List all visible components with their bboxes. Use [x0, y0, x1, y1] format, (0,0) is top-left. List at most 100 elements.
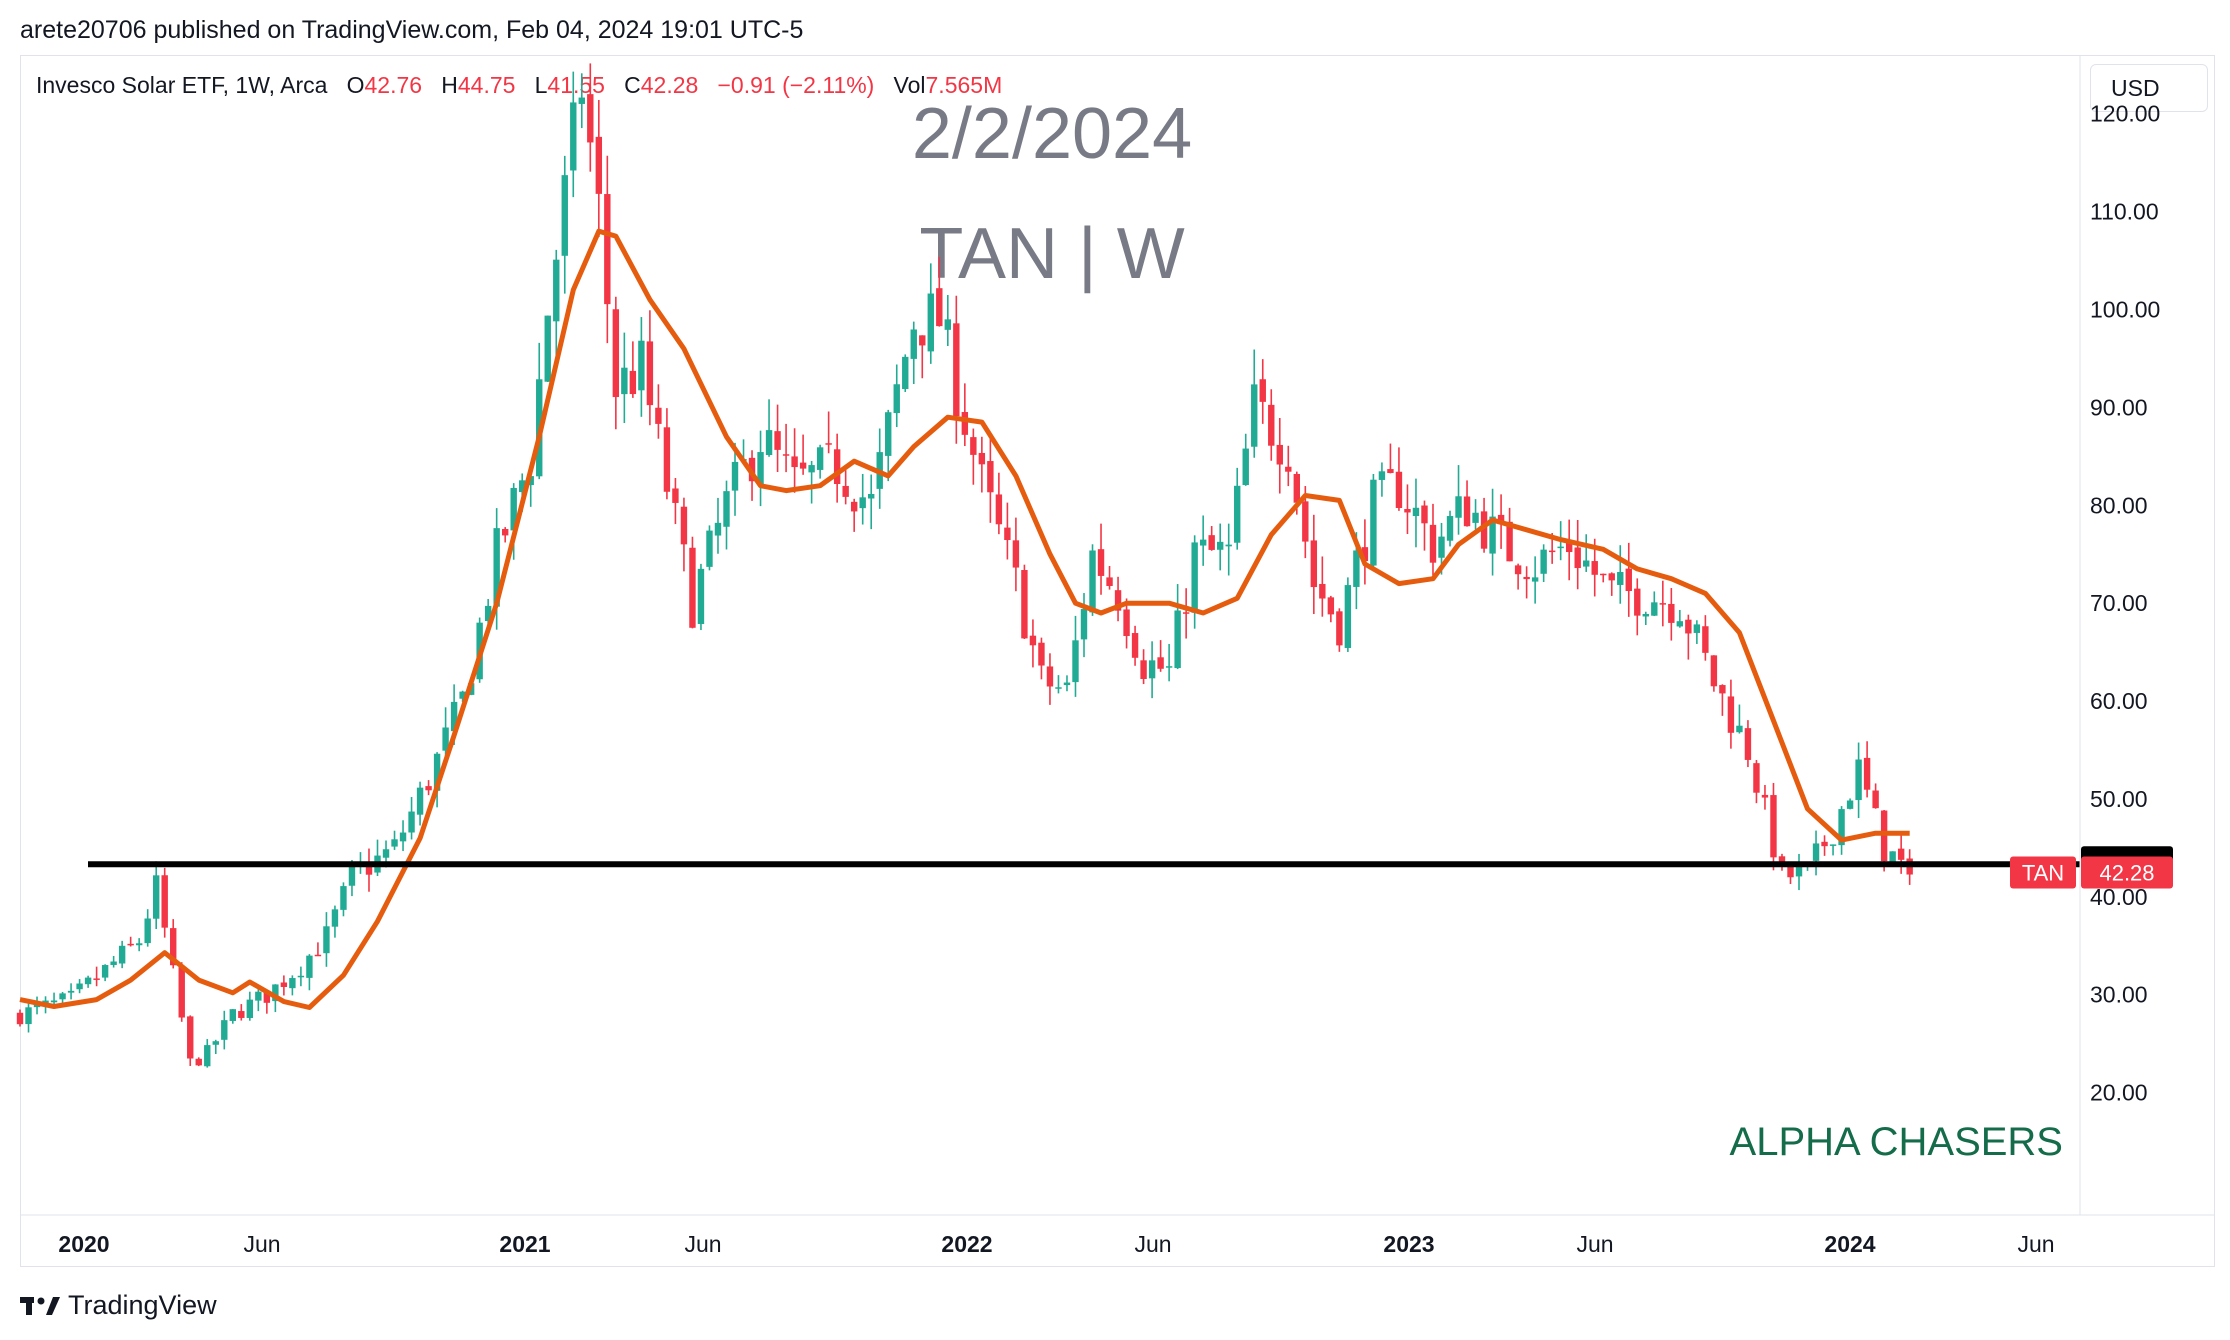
ticker-watermark: TAN | W	[919, 214, 1184, 294]
candle	[1123, 598, 1130, 649]
candle	[808, 460, 815, 504]
candle	[1829, 844, 1837, 856]
candle	[663, 408, 671, 500]
candle	[612, 296, 620, 430]
candle	[1719, 684, 1726, 716]
candle	[1004, 502, 1011, 560]
signature-text: ALPHA CHASERS	[1730, 1120, 2063, 1164]
candle	[782, 423, 790, 473]
candle	[655, 384, 662, 439]
candle	[1846, 798, 1854, 810]
candle	[1753, 759, 1760, 804]
candle	[144, 909, 151, 947]
candle	[1387, 443, 1394, 474]
candle	[842, 470, 849, 505]
candle	[1506, 507, 1513, 562]
candle	[1063, 675, 1071, 692]
candle	[1234, 467, 1241, 550]
candle	[1191, 535, 1198, 629]
candle	[1106, 565, 1113, 590]
tradingview-logo[interactable]: TradingView	[20, 1290, 217, 1321]
candle	[118, 940, 126, 969]
candle	[893, 364, 900, 428]
candle	[1855, 742, 1862, 819]
low-value: 41.55	[547, 72, 605, 98]
candle	[297, 966, 305, 987]
symbol-tag-label: TAN	[2022, 861, 2064, 886]
candle	[1131, 625, 1139, 666]
candle	[859, 473, 866, 525]
candle	[697, 563, 705, 631]
candle	[1404, 484, 1411, 535]
candle	[459, 690, 466, 702]
price-tick-label: 70.00	[2090, 590, 2148, 616]
candle	[987, 437, 994, 523]
candle	[1055, 675, 1062, 694]
candle	[1727, 679, 1735, 749]
candle	[1378, 462, 1386, 497]
price-axis[interactable]: 20.0030.0040.0050.0060.0070.0080.0090.00…	[2010, 55, 2173, 1215]
candle	[799, 434, 807, 475]
time-tick-label: Jun	[2017, 1231, 2054, 1257]
candle	[774, 404, 781, 472]
date-watermark: 2/2/2024	[912, 94, 1192, 174]
candle	[1659, 580, 1667, 627]
candle	[1625, 542, 1632, 617]
candle	[1685, 614, 1692, 660]
candle	[135, 938, 143, 952]
candle	[868, 474, 875, 530]
candle	[246, 991, 254, 1021]
candle	[902, 354, 909, 392]
candle	[1863, 741, 1871, 798]
candle	[1242, 433, 1249, 486]
symbol-info[interactable]: Invesco Solar ETF, 1W, Arca	[36, 72, 328, 98]
time-tick-label: Jun	[684, 1231, 721, 1257]
close-value: 42.28	[640, 72, 699, 98]
candle	[1089, 544, 1096, 616]
candle	[391, 830, 398, 850]
candle	[67, 983, 75, 1000]
candle	[212, 1039, 219, 1055]
candle	[1770, 782, 1777, 871]
candle	[204, 1039, 211, 1068]
candle	[927, 263, 934, 364]
candle	[1838, 806, 1845, 855]
candle	[416, 781, 424, 826]
change-value: −0.91 (−2.11%)	[717, 72, 875, 98]
candle	[340, 882, 347, 917]
candle	[1148, 641, 1156, 699]
candle	[1029, 619, 1037, 668]
candle	[1583, 534, 1590, 572]
price-tick-label: 30.00	[2090, 982, 2148, 1008]
candle	[1617, 545, 1624, 604]
candle	[680, 497, 688, 572]
vol-value: 7.565M	[925, 72, 1003, 98]
candle	[408, 796, 415, 840]
currency-button[interactable]: USD	[2090, 64, 2208, 112]
candle	[595, 100, 603, 237]
time-axis[interactable]: 2020 Jun 2021 Jun 2022 Jun 2023 Jun 2024 Jun	[20, 1214, 2215, 1257]
candle	[510, 483, 517, 560]
candle	[1608, 572, 1615, 596]
time-tick-label: 2023	[1383, 1231, 1434, 1257]
candle	[816, 444, 824, 479]
candle	[280, 975, 288, 996]
candle	[255, 987, 262, 1012]
candle	[1080, 593, 1088, 658]
candle	[1421, 500, 1428, 551]
candle	[1361, 519, 1369, 585]
candle	[714, 497, 722, 554]
candle	[944, 294, 952, 347]
candle	[1574, 520, 1581, 590]
candle	[1676, 609, 1684, 628]
candle	[1344, 577, 1352, 652]
candle	[1319, 556, 1326, 617]
price-tick-label: 90.00	[2090, 394, 2148, 420]
price-tick-label: 110.00	[2090, 199, 2159, 225]
candle	[723, 480, 730, 550]
candle	[1208, 526, 1215, 551]
high-label: H	[441, 72, 458, 98]
candle	[850, 498, 858, 532]
candle	[1072, 615, 1079, 697]
